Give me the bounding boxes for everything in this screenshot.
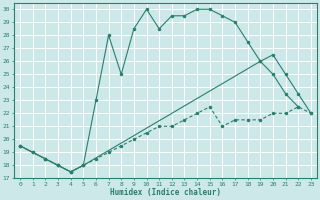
X-axis label: Humidex (Indice chaleur): Humidex (Indice chaleur): [110, 188, 221, 197]
